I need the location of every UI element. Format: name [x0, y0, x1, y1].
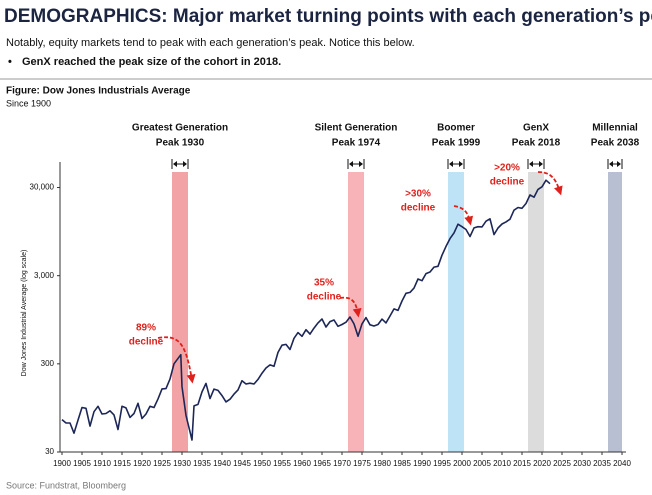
band-label: GenX: [523, 123, 549, 134]
x-tick-label: 1965: [313, 459, 331, 468]
source: Source: Fundstrat, Bloomberg: [6, 480, 126, 490]
band-label: Silent Generation: [315, 123, 398, 134]
figure-title: Figure: Dow Jones Industrials Average: [6, 86, 191, 97]
x-tick-label: 1940: [213, 459, 231, 468]
x-tick-label: 2040: [613, 459, 631, 468]
x-tick-label: 1905: [73, 459, 91, 468]
band-arrow: [349, 161, 363, 167]
y-tick-label: 3,000: [34, 271, 55, 280]
x-tick-label: 2015: [513, 459, 531, 468]
band-arrow: [449, 161, 463, 167]
y-axis-label: Dow Jones Industrial Average (log scale): [21, 250, 28, 377]
band-peak: Peak 1974: [332, 138, 381, 149]
band-label: Millennial: [592, 123, 638, 134]
decline-label: decline: [129, 337, 164, 348]
generation-band: [172, 172, 188, 452]
band-peak: Peak 2038: [591, 138, 640, 149]
x-tick-label: 2020: [533, 459, 551, 468]
subtitle: Notably, equity markets tend to peak wit…: [6, 37, 415, 49]
band-peak: Peak 1999: [432, 138, 481, 149]
dow-line: [61, 179, 551, 441]
x-tick-label: 1995: [433, 459, 451, 468]
band-arrow: [529, 161, 543, 167]
x-tick-label: 1990: [413, 459, 431, 468]
band-peak: Peak 1930: [156, 138, 205, 149]
x-tick-label: 1925: [153, 459, 171, 468]
decline-label: >30%: [405, 189, 431, 200]
band-arrow: [609, 161, 621, 167]
band-label: Boomer: [437, 123, 475, 134]
x-tick-label: 2030: [573, 459, 591, 468]
x-tick-label: 1910: [93, 459, 111, 468]
x-tick-label: 1970: [333, 459, 351, 468]
x-tick-label: 1915: [113, 459, 131, 468]
y-tick-label: 30: [45, 447, 54, 456]
x-tick-label: 1920: [133, 459, 151, 468]
decline-label: decline: [490, 177, 525, 188]
x-tick-label: 1985: [393, 459, 411, 468]
generation-band: [348, 172, 364, 452]
decline-label: decline: [307, 292, 342, 303]
x-tick-label: 1960: [293, 459, 311, 468]
generation-band: [448, 172, 464, 452]
decline-label: >20%: [494, 163, 520, 174]
x-tick-label: 1935: [193, 459, 211, 468]
generation-band: [528, 172, 544, 452]
x-tick-label: 2005: [473, 459, 491, 468]
x-tick-label: 1975: [353, 459, 371, 468]
y-tick-label: 30,000: [30, 183, 55, 192]
band-peak: Peak 2018: [512, 138, 561, 149]
band-label: Greatest Generation: [132, 123, 228, 134]
decline-arrow: [157, 336, 196, 384]
decline-label: 89%: [136, 323, 156, 334]
decline-label: 35%: [314, 278, 334, 289]
bullet-text: GenX reached the peak size of the cohort…: [22, 56, 281, 68]
x-tick-label: 1980: [373, 459, 391, 468]
decline-arrow: [339, 296, 362, 318]
x-tick-label: 1945: [233, 459, 251, 468]
decline-arrow: [453, 205, 474, 226]
x-tick-label: 2025: [553, 459, 571, 468]
generation-band: [608, 172, 622, 452]
x-tick-label: 2010: [493, 459, 511, 468]
decline-arrow: [537, 171, 563, 196]
x-tick-label: 1900: [53, 459, 71, 468]
figure-subtitle: Since 1900: [6, 98, 51, 108]
x-tick-label: 1950: [253, 459, 271, 468]
x-tick-label: 1955: [273, 459, 291, 468]
decline-label: decline: [401, 203, 436, 214]
y-tick-label: 300: [41, 359, 55, 368]
x-tick-label: 2000: [453, 459, 471, 468]
x-tick-label: 1930: [173, 459, 191, 468]
bullet-marker: •: [8, 56, 12, 68]
x-tick-label: 2035: [593, 459, 611, 468]
page-title: DEMOGRAPHICS: Major market turning point…: [4, 6, 652, 27]
band-arrow: [173, 161, 187, 167]
